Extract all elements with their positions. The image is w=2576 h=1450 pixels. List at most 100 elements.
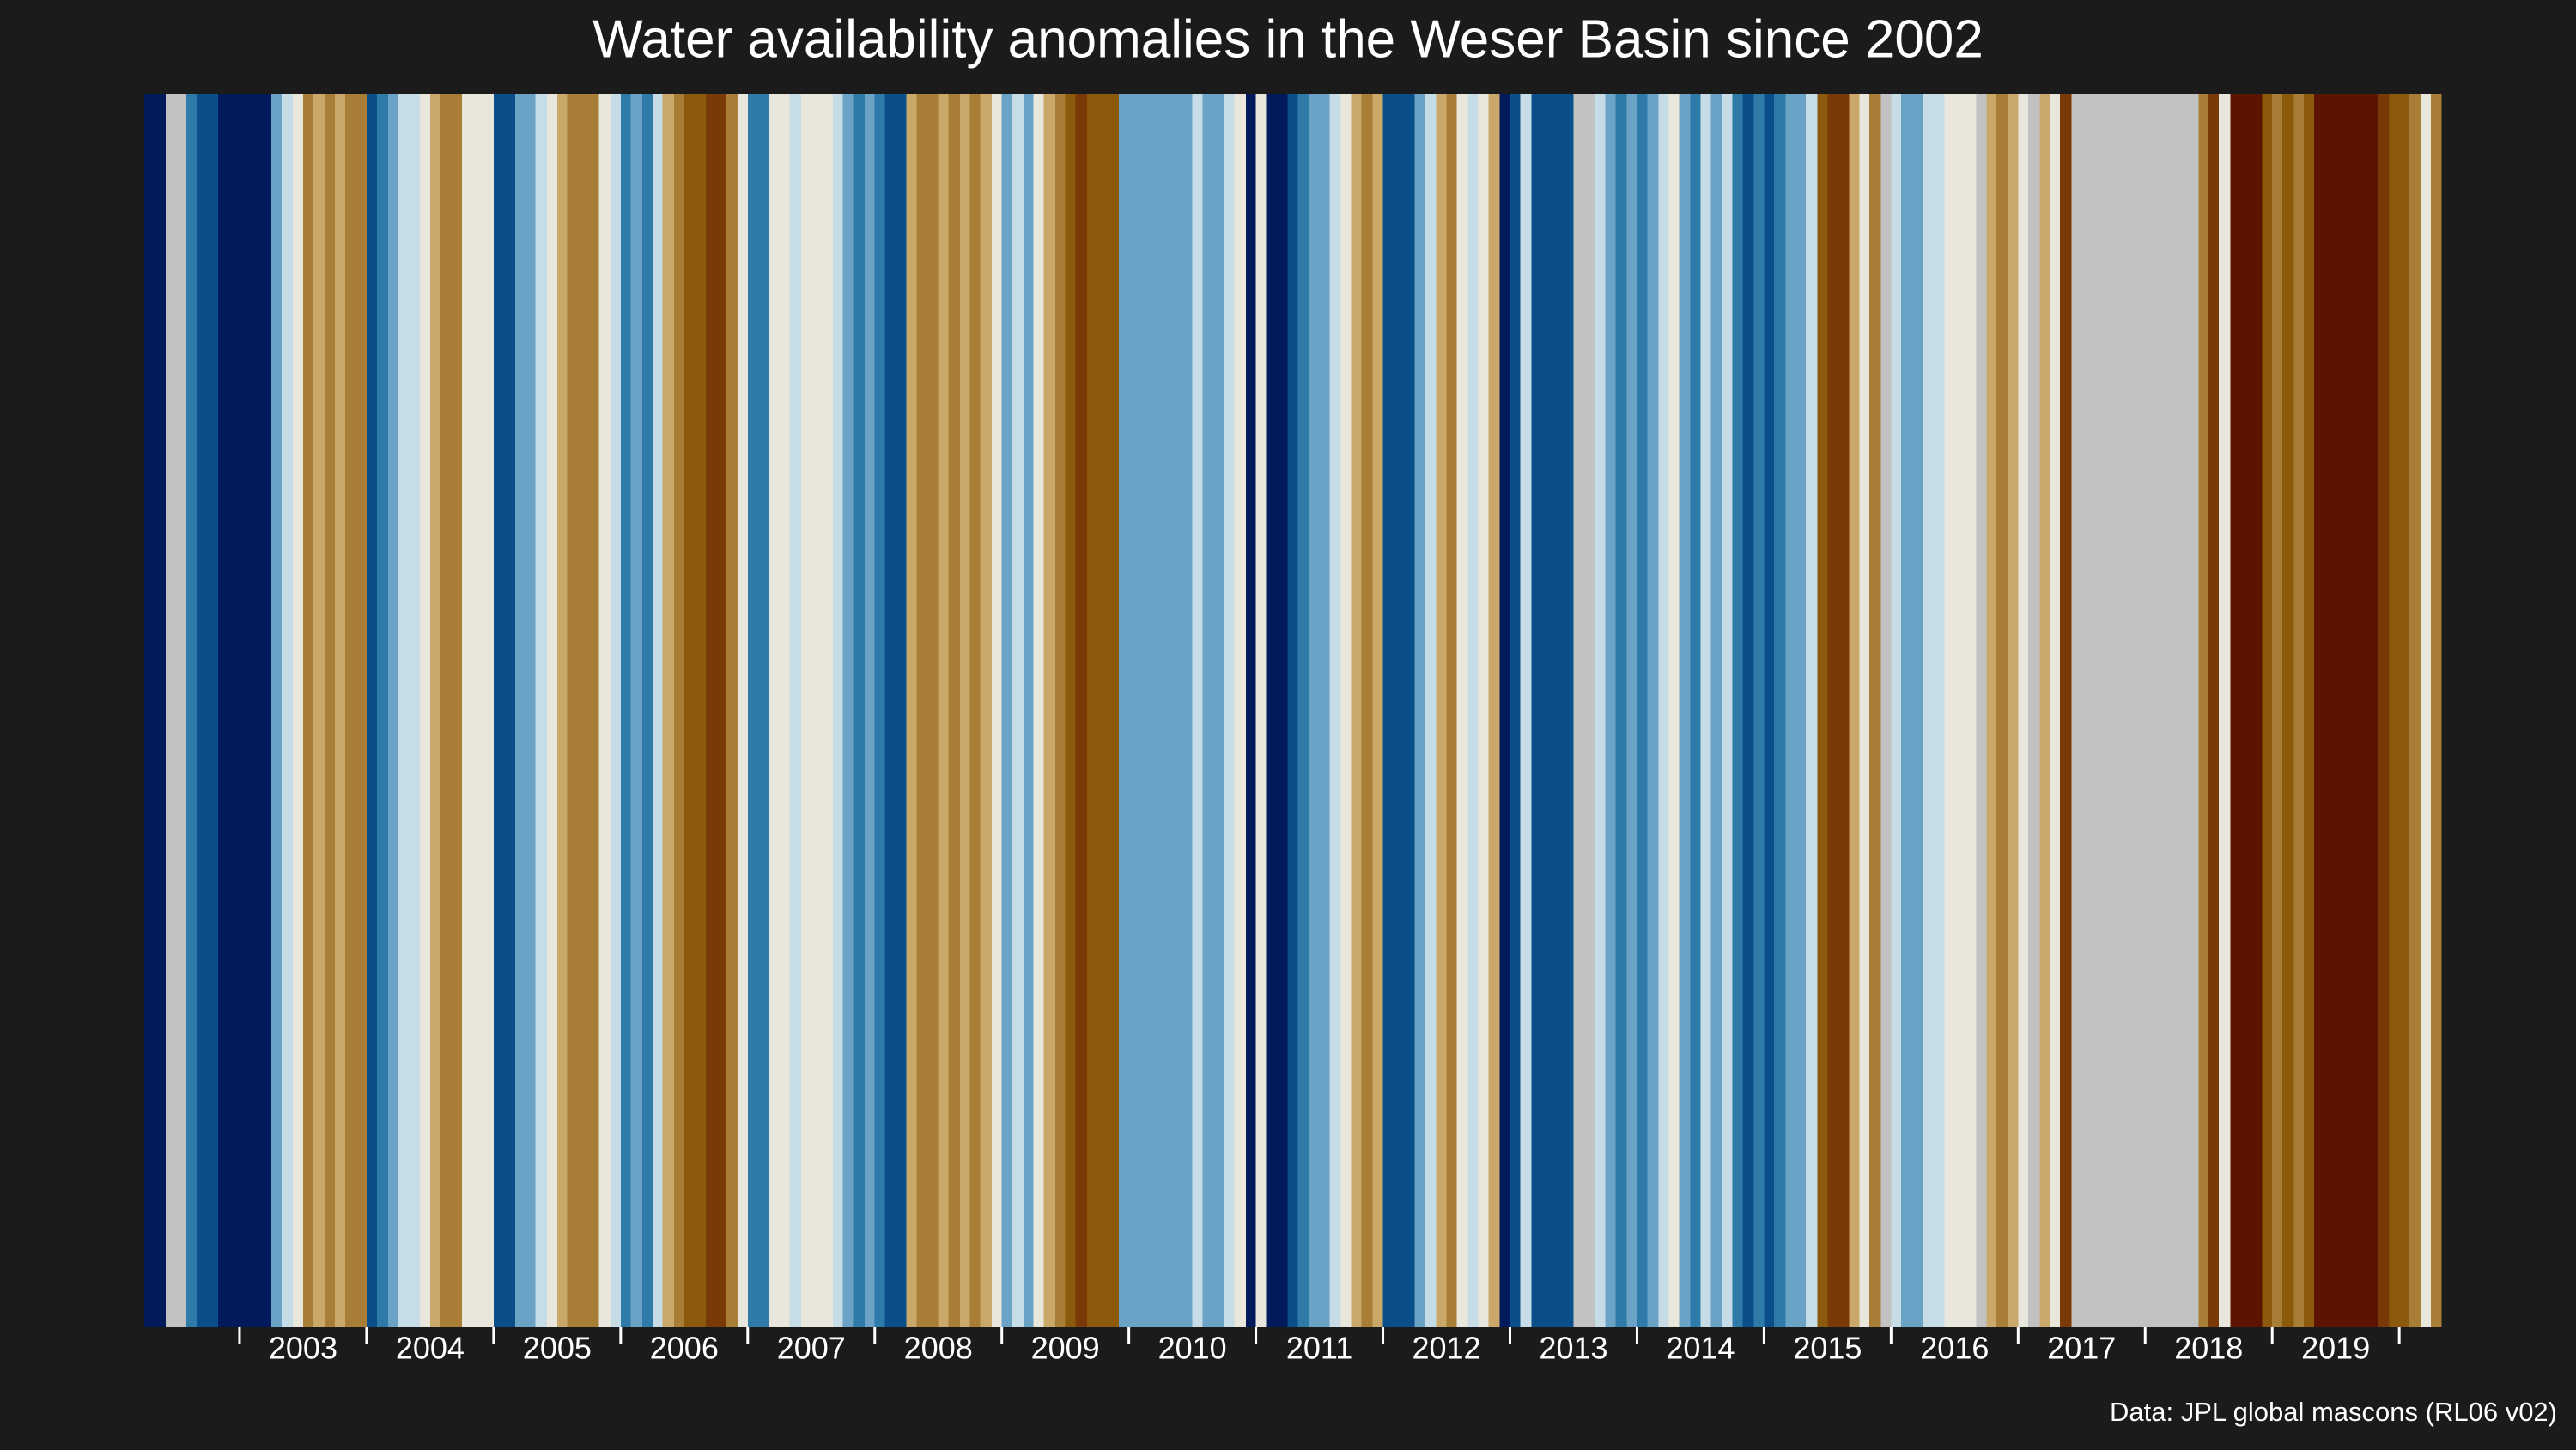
stripe: [293, 94, 304, 1327]
stripe: [1986, 94, 1997, 1327]
stripe: [1912, 94, 1923, 1327]
stripe: [1901, 94, 1914, 1327]
stripe: [207, 94, 219, 1327]
stripe: [620, 94, 632, 1327]
stripe: [1436, 94, 1448, 1327]
stripe: [1456, 94, 1469, 1327]
stripe: [630, 94, 643, 1327]
x-tick-label: 2019: [2301, 1331, 2370, 1366]
stripe: [1287, 94, 1299, 1327]
stripe: [2155, 94, 2168, 1327]
stripe: [2314, 94, 2326, 1327]
stripe: [1573, 94, 1584, 1327]
stripe: [705, 94, 717, 1327]
stripe: [1107, 94, 1120, 1327]
stripe: [2336, 94, 2347, 1327]
stripe: [588, 94, 600, 1327]
stripe: [757, 94, 770, 1327]
stripe: [1563, 94, 1575, 1327]
x-tick-label: 2015: [1793, 1331, 1862, 1366]
stripe: [1329, 94, 1342, 1327]
stripe: [1531, 94, 1543, 1327]
stripe: [2357, 94, 2368, 1327]
stripe: [1615, 94, 1628, 1327]
stripe: [2219, 94, 2231, 1327]
stripe: [325, 94, 336, 1327]
x-tick-label: 2003: [269, 1331, 337, 1366]
stripe: [1817, 94, 1828, 1327]
stripe: [1139, 94, 1151, 1327]
stripe: [1891, 94, 1902, 1327]
stripe: [2325, 94, 2336, 1327]
stripe: [1382, 94, 1394, 1327]
x-tick-label: 2009: [1031, 1331, 1100, 1366]
stripe: [598, 94, 611, 1327]
stripe: [429, 94, 441, 1327]
stripe: [884, 94, 897, 1327]
stripe: [842, 94, 854, 1327]
stripe: [1637, 94, 1648, 1327]
stripe: [1510, 94, 1521, 1327]
x-tick-label: 2008: [904, 1331, 973, 1366]
stripe: [683, 94, 696, 1327]
stripe: [2431, 94, 2442, 1327]
x-tick-label: 2018: [2174, 1331, 2243, 1366]
stripe: [2208, 94, 2220, 1327]
stripe: [1690, 94, 1702, 1327]
stripe: [747, 94, 759, 1327]
stripe: [2262, 94, 2273, 1327]
stripe: [388, 94, 399, 1327]
stripe: [1319, 94, 1331, 1327]
stripe: [1541, 94, 1552, 1327]
stripe: [874, 94, 886, 1327]
stripe: [144, 94, 155, 1327]
stripe: [1774, 94, 1787, 1327]
stripe: [769, 94, 781, 1327]
stripe: [1488, 94, 1501, 1327]
stripe: [2060, 94, 2073, 1327]
stripe: [398, 94, 410, 1327]
stripe: [991, 94, 1003, 1327]
stripe: [2145, 94, 2156, 1327]
stripe: [2092, 94, 2105, 1327]
stripe: [2389, 94, 2400, 1327]
stripe: [800, 94, 812, 1327]
stripe: [313, 94, 325, 1327]
stripe: [715, 94, 727, 1327]
stripe: [515, 94, 526, 1327]
stripe: [811, 94, 823, 1327]
stripe: [1404, 94, 1416, 1327]
x-tick-label: 2013: [1539, 1331, 1607, 1366]
stripe: [1361, 94, 1374, 1327]
stripe: [2039, 94, 2050, 1327]
stripe: [1658, 94, 1670, 1327]
x-tick-label: 2004: [396, 1331, 465, 1366]
stripe: [2113, 94, 2124, 1327]
stripe: [2018, 94, 2029, 1327]
stripe: [1393, 94, 1406, 1327]
stripe: [1224, 94, 1236, 1327]
stripe: [980, 94, 993, 1327]
stripe: [2123, 94, 2136, 1327]
stripe: [1976, 94, 1987, 1327]
stripe: [1827, 94, 1838, 1327]
stripe: [2378, 94, 2390, 1327]
stripe: [2240, 94, 2251, 1327]
stripe: [2166, 94, 2178, 1327]
stripe: [2177, 94, 2188, 1327]
stripe: [420, 94, 431, 1327]
stripe: [452, 94, 463, 1327]
stripe: [185, 94, 198, 1327]
stripe: [1234, 94, 1247, 1327]
stripe: [2293, 94, 2305, 1327]
stripe: [1414, 94, 1425, 1327]
x-tick-label: 2017: [2047, 1331, 2116, 1366]
stripe: [1351, 94, 1362, 1327]
stripe: [1478, 94, 1489, 1327]
stripe: [302, 94, 314, 1327]
x-tick-label: 2005: [523, 1331, 592, 1366]
stripe: [916, 94, 929, 1327]
stripe: [2409, 94, 2421, 1327]
stripe: [2103, 94, 2114, 1327]
stripe: [1965, 94, 1978, 1327]
